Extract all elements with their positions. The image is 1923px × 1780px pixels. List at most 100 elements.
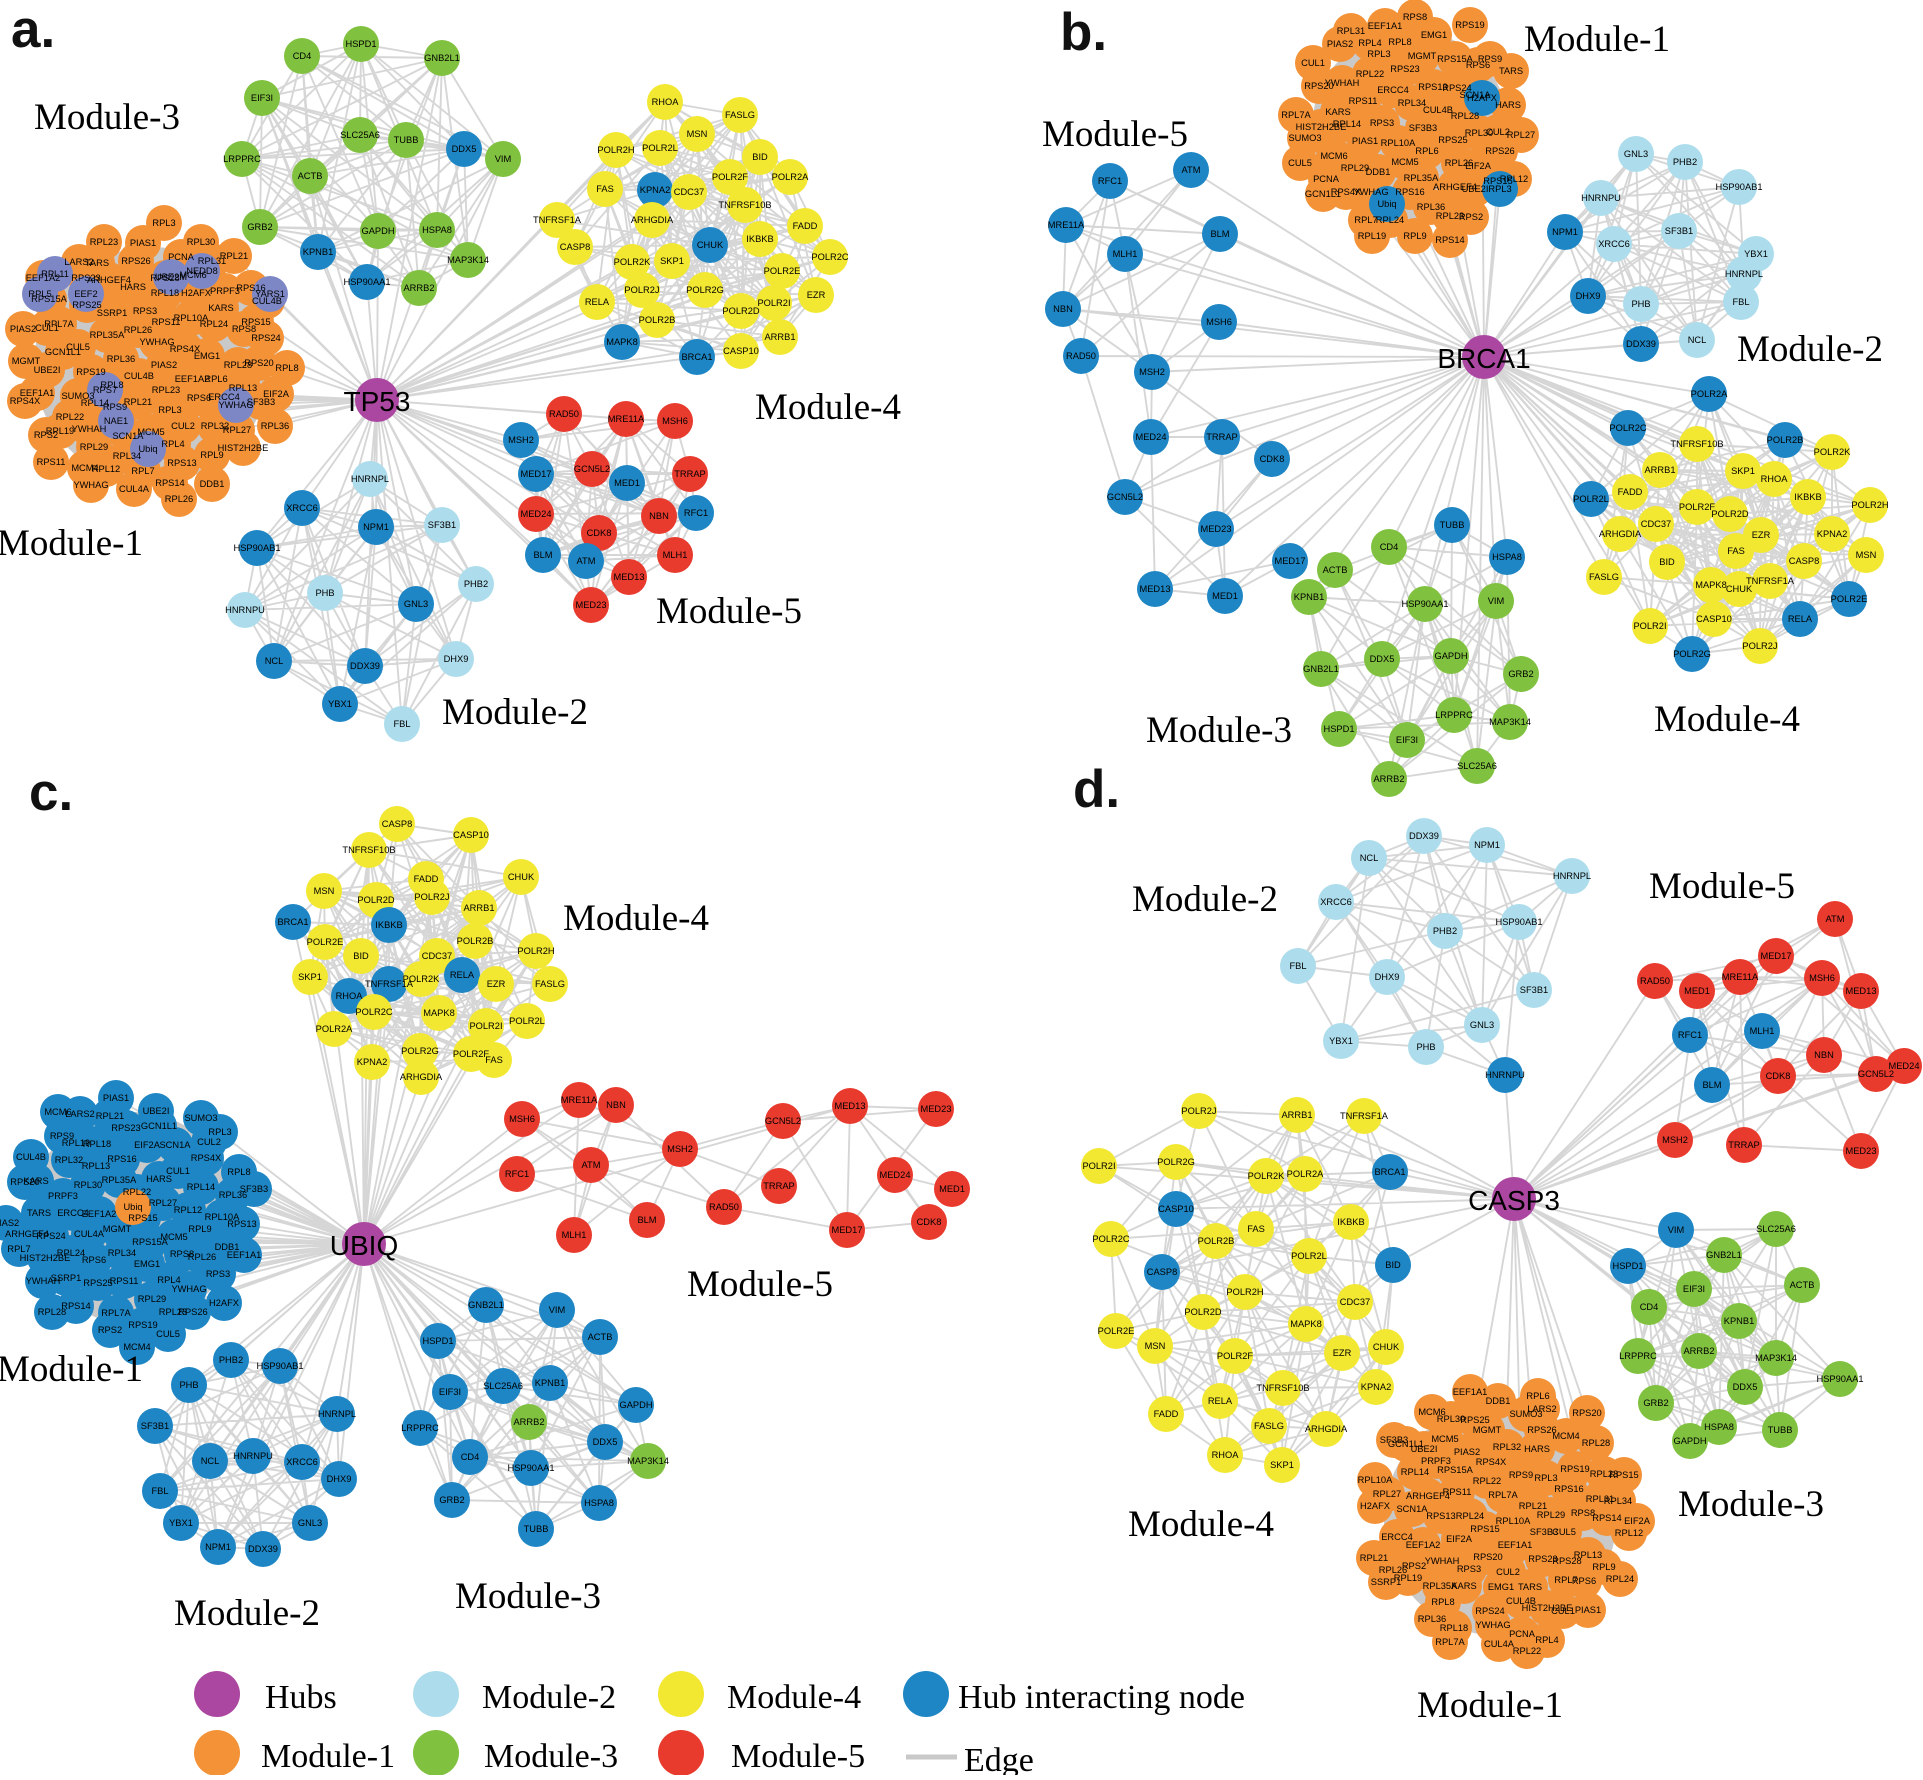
svg-text:H2AFX: H2AFX bbox=[181, 288, 211, 298]
svg-text:RPL36: RPL36 bbox=[107, 354, 135, 364]
svg-text:Module-2: Module-2 bbox=[482, 1679, 616, 1716]
svg-text:MED24: MED24 bbox=[1888, 1061, 1919, 1071]
svg-text:GNL3: GNL3 bbox=[1624, 149, 1648, 159]
svg-text:POLR2D: POLR2D bbox=[357, 895, 394, 905]
svg-text:Ubiq: Ubiq bbox=[138, 444, 157, 454]
svg-text:RPL4: RPL4 bbox=[1535, 1635, 1558, 1645]
svg-text:RPL21: RPL21 bbox=[124, 397, 152, 407]
svg-text:HNRNPU: HNRNPU bbox=[225, 605, 265, 615]
svg-text:EEF1A1: EEF1A1 bbox=[227, 1250, 262, 1260]
svg-text:RPL18: RPL18 bbox=[83, 1139, 111, 1149]
svg-text:EEF1A2: EEF1A2 bbox=[26, 273, 61, 283]
svg-text:RPL19: RPL19 bbox=[46, 426, 74, 436]
svg-text:CUL1: CUL1 bbox=[166, 1166, 190, 1176]
svg-text:GRB2: GRB2 bbox=[439, 1495, 464, 1505]
svg-text:CUL1: CUL1 bbox=[1551, 1606, 1575, 1616]
svg-text:ERCC4: ERCC4 bbox=[57, 1208, 89, 1218]
svg-text:RPS24: RPS24 bbox=[1475, 1606, 1504, 1616]
svg-text:HSP90AA1: HSP90AA1 bbox=[1816, 1374, 1863, 1384]
svg-text:RPL22: RPL22 bbox=[56, 412, 84, 422]
svg-text:YWHAH: YWHAH bbox=[26, 1276, 61, 1286]
svg-text:GCN1L1: GCN1L1 bbox=[1305, 189, 1341, 199]
svg-text:RPS28: RPS28 bbox=[150, 273, 179, 283]
svg-text:RPL30: RPL30 bbox=[1465, 128, 1493, 138]
svg-text:HSP90AB1: HSP90AB1 bbox=[1715, 182, 1762, 192]
svg-text:NAE1: NAE1 bbox=[104, 416, 128, 426]
svg-text:MCM6: MCM6 bbox=[1418, 1407, 1445, 1417]
svg-text:RPS13: RPS13 bbox=[167, 458, 196, 468]
svg-text:ARHGDIA: ARHGDIA bbox=[631, 215, 674, 225]
svg-text:RPL6: RPL6 bbox=[204, 374, 227, 384]
svg-text:MSN: MSN bbox=[1145, 1341, 1166, 1351]
svg-text:CHUK: CHUK bbox=[1373, 1342, 1400, 1352]
svg-text:HIST2H2BE: HIST2H2BE bbox=[1296, 122, 1347, 132]
svg-text:RPS4X: RPS4X bbox=[191, 1153, 222, 1163]
svg-text:RPL21: RPL21 bbox=[220, 251, 248, 261]
svg-text:RPL26: RPL26 bbox=[165, 494, 193, 504]
svg-text:UBE2I: UBE2I bbox=[1462, 184, 1489, 194]
svg-text:RPL24: RPL24 bbox=[57, 1248, 85, 1258]
svg-text:H2AFX: H2AFX bbox=[209, 1298, 239, 1308]
svg-text:HIST2H2BE: HIST2H2BE bbox=[20, 1253, 71, 1263]
svg-text:CUL2: CUL2 bbox=[171, 421, 195, 431]
svg-text:MCM6: MCM6 bbox=[1320, 151, 1347, 161]
svg-text:RPS9: RPS9 bbox=[103, 402, 127, 412]
svg-text:MLH1: MLH1 bbox=[1750, 1026, 1775, 1036]
svg-text:NEDD8: NEDD8 bbox=[186, 266, 218, 276]
svg-text:POLR2G: POLR2G bbox=[686, 285, 724, 295]
svg-text:MED13: MED13 bbox=[613, 572, 644, 582]
svg-text:TARS: TARS bbox=[1499, 66, 1523, 76]
svg-text:NPM1: NPM1 bbox=[363, 522, 389, 532]
svg-text:EIF2A: EIF2A bbox=[134, 1140, 161, 1150]
svg-text:RPL27: RPL27 bbox=[149, 1198, 177, 1208]
svg-text:RPL24: RPL24 bbox=[1606, 1574, 1634, 1584]
svg-text:POLR2J: POLR2J bbox=[1181, 1106, 1216, 1116]
svg-text:GNL3: GNL3 bbox=[298, 1518, 322, 1528]
svg-text:HNRNPU: HNRNPU bbox=[1581, 193, 1621, 203]
svg-text:POLR2K: POLR2K bbox=[403, 974, 440, 984]
svg-text:RPL7: RPL7 bbox=[131, 466, 154, 476]
svg-text:SKP1: SKP1 bbox=[298, 972, 322, 982]
svg-text:FASLG: FASLG bbox=[725, 110, 755, 120]
svg-text:PIAS2: PIAS2 bbox=[10, 324, 36, 334]
svg-text:SCN1A: SCN1A bbox=[1459, 90, 1491, 100]
svg-text:RPL32: RPL32 bbox=[201, 421, 229, 431]
svg-text:RPL8: RPL8 bbox=[1431, 1597, 1454, 1607]
svg-text:CUL5: CUL5 bbox=[1552, 1527, 1576, 1537]
svg-text:POLR2I: POLR2I bbox=[469, 1021, 502, 1031]
svg-text:RPL21: RPL21 bbox=[96, 1111, 124, 1121]
svg-text:CUL4A: CUL4A bbox=[119, 484, 150, 494]
svg-text:MRE11A: MRE11A bbox=[608, 414, 645, 424]
svg-text:MCM4: MCM4 bbox=[1552, 1431, 1579, 1441]
svg-text:TARS: TARS bbox=[85, 258, 109, 268]
svg-text:YARS1: YARS1 bbox=[255, 289, 285, 299]
svg-text:HSPD1: HSPD1 bbox=[1612, 1261, 1643, 1271]
svg-text:NPM1: NPM1 bbox=[1474, 840, 1500, 850]
svg-text:Edge: Edge bbox=[964, 1742, 1034, 1775]
svg-text:RPL31: RPL31 bbox=[198, 256, 226, 266]
svg-text:EMG1: EMG1 bbox=[1421, 30, 1447, 40]
svg-text:a.: a. bbox=[11, 0, 55, 59]
svg-text:NBN: NBN bbox=[1814, 1050, 1834, 1060]
svg-text:TUBB: TUBB bbox=[1440, 520, 1465, 530]
svg-text:SUMO3: SUMO3 bbox=[1288, 133, 1321, 143]
svg-text:CASP10: CASP10 bbox=[723, 346, 759, 356]
svg-text:DDX39: DDX39 bbox=[1626, 339, 1656, 349]
svg-text:HARS: HARS bbox=[120, 282, 146, 292]
svg-text:YWHAG: YWHAG bbox=[73, 480, 108, 490]
svg-text:TNFRSF10B: TNFRSF10B bbox=[1256, 1383, 1309, 1393]
svg-text:CD4: CD4 bbox=[461, 1452, 480, 1462]
svg-text:MED17: MED17 bbox=[520, 469, 551, 479]
svg-text:CDC37: CDC37 bbox=[674, 187, 704, 197]
svg-text:MSH6: MSH6 bbox=[509, 1114, 535, 1124]
svg-text:Hub interacting node: Hub interacting node bbox=[958, 1679, 1245, 1716]
svg-text:MLH1: MLH1 bbox=[1113, 249, 1138, 259]
svg-text:RPL23: RPL23 bbox=[1436, 211, 1464, 221]
svg-text:MRE11A: MRE11A bbox=[561, 1095, 598, 1105]
svg-text:CDC37: CDC37 bbox=[1340, 1297, 1370, 1307]
svg-text:CASP8: CASP8 bbox=[1147, 1267, 1178, 1277]
svg-text:MED17: MED17 bbox=[831, 1225, 862, 1235]
svg-text:RPS16: RPS16 bbox=[236, 283, 265, 293]
svg-text:SF3B3: SF3B3 bbox=[1380, 1435, 1408, 1445]
svg-text:DDB1: DDB1 bbox=[200, 479, 225, 489]
